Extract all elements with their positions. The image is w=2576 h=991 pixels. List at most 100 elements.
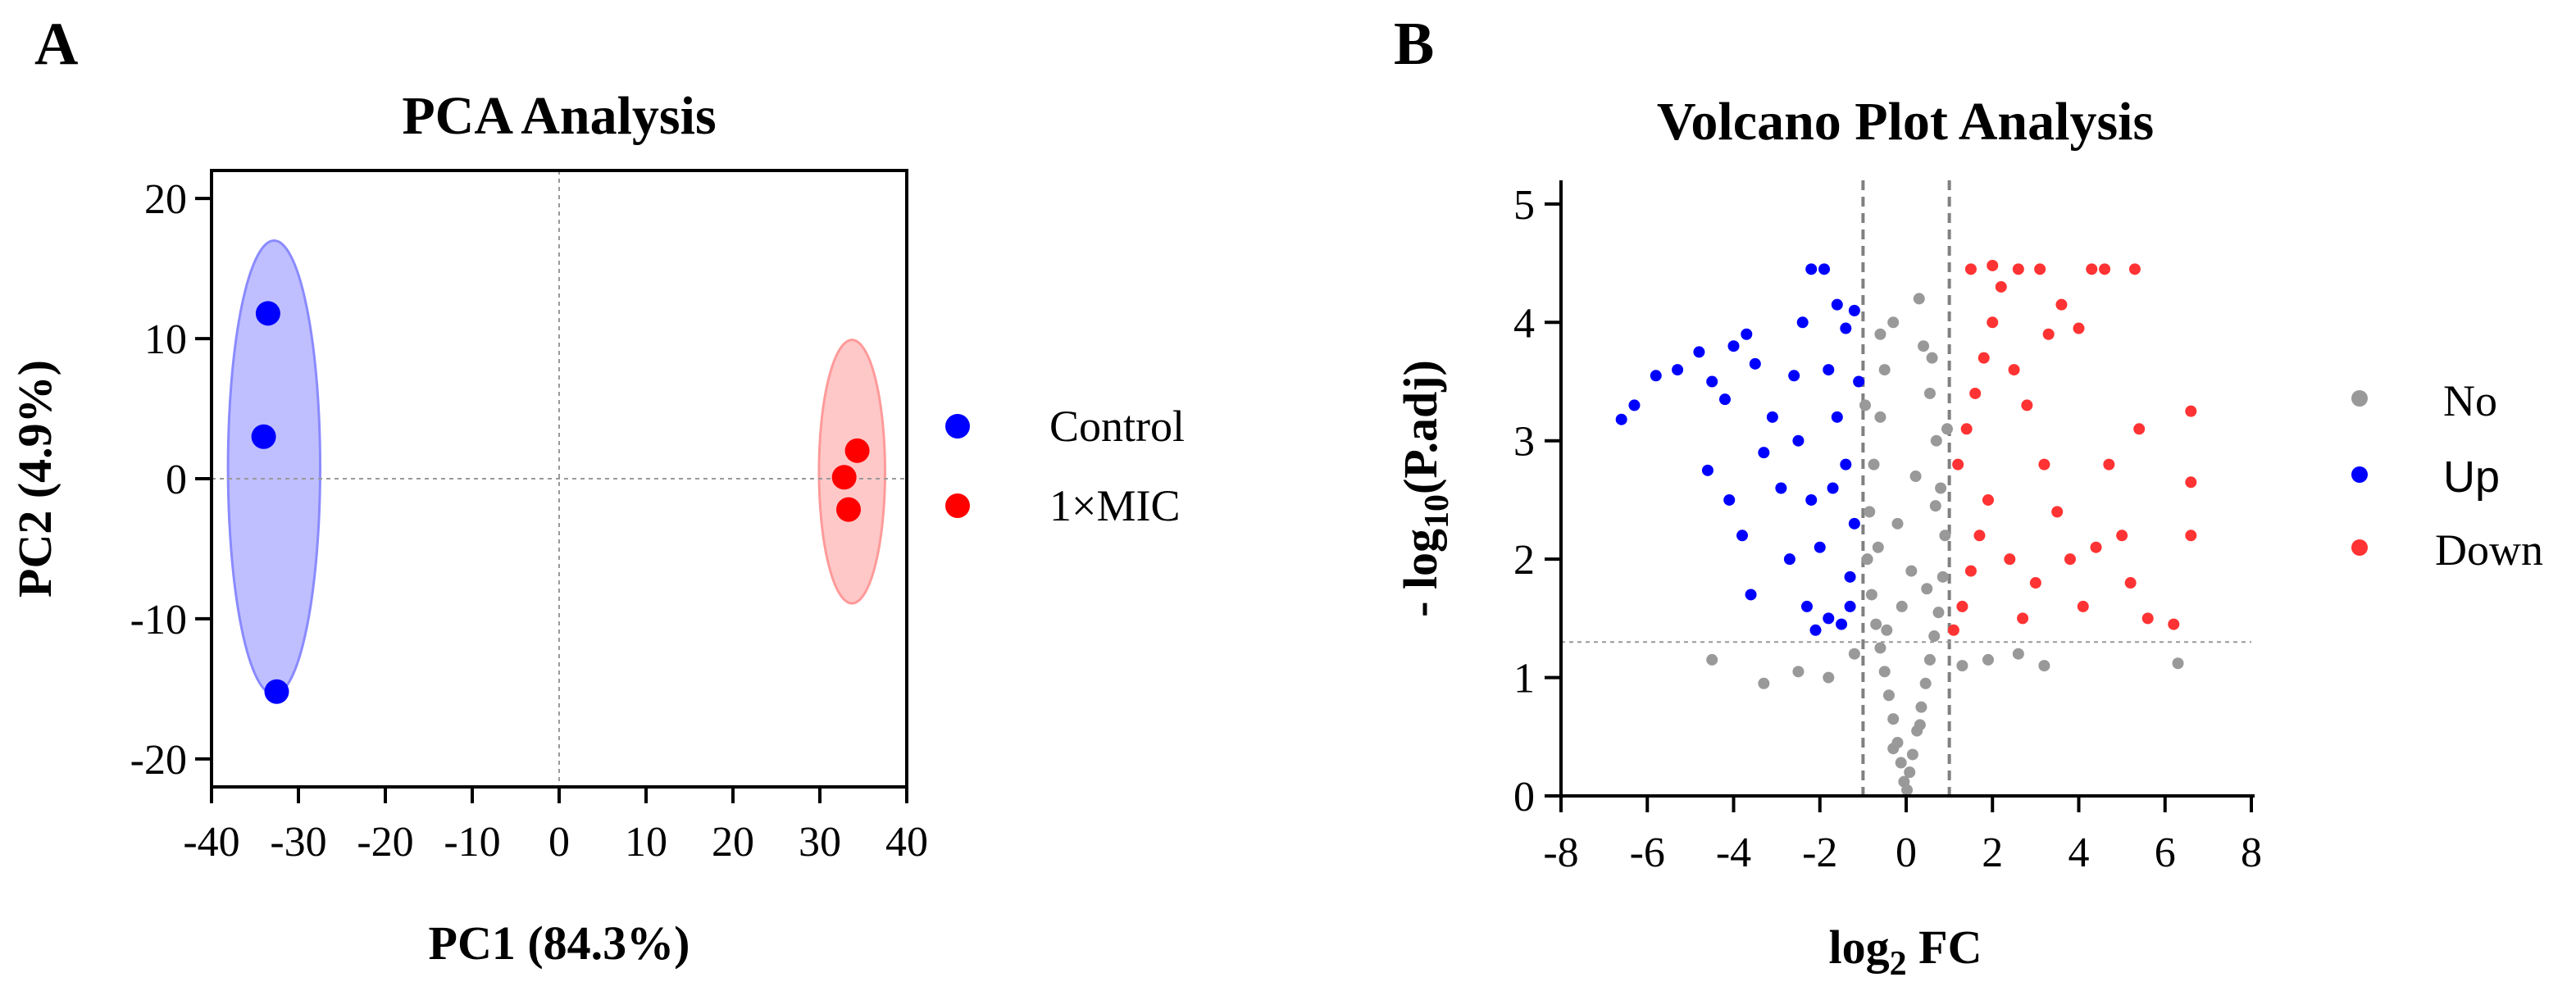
volcano-point-no [1932, 607, 1945, 619]
volcano-point-up [1766, 411, 1778, 423]
volcano-point-no [1937, 571, 1949, 583]
volcano-point-no [1906, 748, 1918, 761]
volcano-point-no [1891, 517, 1904, 530]
volcano-point-up [1693, 346, 1705, 358]
volcano-point-no [1904, 766, 1916, 779]
legend-down-label: Down [2435, 525, 2543, 575]
volcano-point-no [1918, 340, 1930, 352]
volcano-point-no [1921, 583, 1933, 595]
volcano-x-tick-label: 4 [2069, 830, 2090, 876]
pca-ellipses [226, 239, 886, 696]
volcano-point-down [1973, 530, 1986, 542]
volcano-point-down [1995, 280, 2007, 293]
volcano-x-tick-label: -8 [1543, 830, 1578, 876]
volcano-point-down [2124, 577, 2137, 589]
volcano-point-down [2077, 600, 2089, 612]
volcano-point-up [1706, 375, 1718, 388]
volcano-point-no [1928, 630, 1941, 643]
volcano-x-axis-label: log2 FC [1829, 921, 1982, 983]
volcano-point-down [2017, 612, 2029, 625]
pca-point-control [264, 679, 289, 704]
volcano-point-no [1939, 530, 1951, 542]
volcano-point-up [1823, 364, 1835, 376]
volcano-point-down [1987, 316, 1999, 329]
volcano-point-up [1809, 624, 1822, 636]
volcano-point-no [1874, 642, 1886, 654]
volcano-point-down [2185, 405, 2197, 417]
volcano-point-down [2141, 612, 2154, 625]
volcano-points [1615, 259, 2197, 796]
pca-point-mic [844, 438, 870, 463]
volcano-point-no [1861, 553, 1873, 566]
volcano-x-tick-label: 0 [1896, 830, 1917, 876]
pca-points [251, 301, 870, 704]
pca-x-tick-label: 40 [885, 819, 928, 866]
volcano-point-up [1792, 434, 1805, 447]
volcano-x-tick-label: -4 [1716, 830, 1751, 876]
volcano-point-no [1870, 618, 1882, 630]
pca-point-control [251, 424, 276, 449]
panel-a-letter: A [34, 11, 78, 78]
volcano-point-up [1783, 553, 1795, 566]
volcano-point-up [1758, 447, 1770, 459]
volcano-point-up [1848, 517, 1860, 530]
legend-up-label: Up [2443, 452, 2500, 502]
volcano-point-down [2034, 263, 2046, 275]
pca-point-mic [831, 465, 857, 490]
volcano-point-no [1887, 743, 1900, 755]
volcano-point-no [2172, 657, 2184, 670]
volcano-y-axis-label: - log10(P.adj) [1394, 360, 1456, 617]
volcano-point-up [1741, 328, 1753, 340]
pca-x-tick-label: -30 [270, 819, 326, 866]
volcano-point-up [1827, 482, 1839, 494]
pca-point-control [255, 301, 280, 326]
volcano-point-down [1947, 624, 1959, 636]
volcano-point-up [1615, 413, 1627, 425]
panel-b-letter: B [1394, 11, 1434, 78]
volcano-point-up [1831, 411, 1843, 423]
volcano-point-down [2004, 553, 2016, 566]
volcano-point-down [2086, 263, 2098, 275]
volcano-point-no [1914, 719, 1926, 731]
volcano-point-no [1848, 648, 1860, 660]
volcano-point-up [1800, 600, 1813, 612]
volcano-point-no [1898, 775, 1910, 788]
volcano-point-down [2012, 263, 2024, 275]
pca-y-tick-label: 20 [144, 176, 187, 223]
volcano-chart-title: Volcano Plot Analysis [1657, 92, 2154, 152]
volcano-point-up [1727, 340, 1740, 352]
legend-down-marker [2351, 539, 2368, 556]
volcano-point-no [1823, 671, 1835, 684]
volcano-point-no [1935, 482, 1947, 494]
volcano-point-no [1881, 624, 1893, 636]
volcano-point-no [1919, 677, 1932, 689]
volcano-point-up [1701, 464, 1714, 476]
volcano-point-up [1848, 304, 1860, 316]
pca-chart-title: PCA Analysis [402, 86, 716, 146]
volcano-point-down [2128, 263, 2141, 275]
volcano-point-down [1964, 263, 1977, 275]
volcano-y-tick-label: 3 [1513, 419, 1535, 466]
volcano-point-down [2073, 322, 2085, 334]
volcano-point-down [2099, 263, 2111, 275]
pca-y-tick-label: 0 [166, 457, 187, 503]
volcano-point-no [1930, 434, 1942, 447]
pca-x-tick-label: 10 [625, 819, 667, 866]
volcano-point-down [2029, 577, 2041, 589]
pca-legend: Control 1×MIC [945, 402, 1185, 530]
volcano-point-down [2042, 328, 2055, 340]
volcano-point-down [2168, 618, 2180, 630]
pca-x-tick-label: 20 [712, 819, 754, 866]
volcano-point-up [1650, 370, 1662, 382]
volcano-y-tick-label: 4 [1513, 300, 1535, 347]
volcano-point-down [1982, 493, 1994, 506]
volcano-point-up [1844, 600, 1856, 612]
volcano-legend: No Up Down [2351, 376, 2543, 575]
legend-no-label: No [2443, 376, 2497, 425]
pca-y-ticks: -20 -10 0 10 20 [130, 176, 212, 784]
volcano-point-no [1956, 660, 1968, 672]
volcano-point-up [1628, 399, 1641, 411]
volcano-point-no [1878, 364, 1891, 376]
volcano-point-up [1736, 530, 1749, 542]
